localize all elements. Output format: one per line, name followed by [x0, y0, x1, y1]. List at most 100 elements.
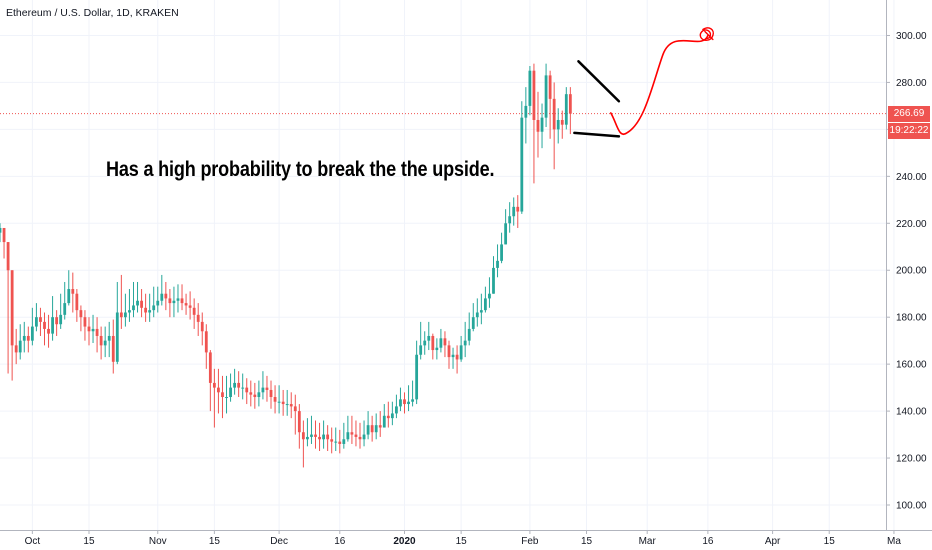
candle-body — [59, 314, 63, 325]
candle-body — [30, 326, 34, 341]
candle-body — [10, 270, 14, 346]
candle-body — [520, 117, 524, 212]
candle-body — [144, 307, 148, 313]
candle-body — [75, 293, 79, 311]
price-axis-label: 200.00 — [896, 266, 927, 277]
candle-body — [253, 394, 257, 398]
candle-body — [560, 119, 564, 125]
candle-body — [47, 328, 50, 334]
time-axis-label: 16 — [702, 536, 714, 547]
trendline-lower — [573, 131, 621, 138]
candle-body — [192, 307, 196, 315]
candle-body — [180, 298, 184, 304]
time-axis-label: Feb — [521, 536, 539, 547]
candle-body — [415, 354, 419, 400]
candle-body — [358, 436, 362, 440]
candle-body — [87, 326, 91, 332]
candle-body — [500, 244, 503, 261]
candle-body — [132, 305, 135, 311]
candle-body — [83, 317, 87, 327]
time-axis-label: Apr — [765, 536, 781, 547]
candle-body — [39, 317, 42, 322]
candle-body — [492, 267, 495, 294]
time-axis-label: Oct — [25, 536, 41, 547]
price-axis-label: 220.00 — [896, 219, 927, 230]
candle-body — [237, 382, 241, 388]
candle-body — [103, 340, 107, 346]
price-axis[interactable]: 100.00 120.00 140.00 160.00 180.00 200.00 220.… — [886, 31, 927, 512]
candle-body — [204, 331, 208, 353]
candle-body — [484, 298, 487, 311]
candle-body — [18, 340, 22, 353]
candle-body — [512, 206, 516, 217]
candle-body — [0, 227, 2, 233]
candle-body — [196, 314, 200, 322]
candle-body — [564, 94, 568, 125]
price-axis-label: 280.00 — [896, 78, 927, 89]
price-axis-label: 100.00 — [896, 501, 927, 512]
candle-body — [176, 298, 180, 301]
time-axis[interactable]: Oct 15 Nov 15 Dec 16 2020 15 Feb 15 Mar 16 Apr 15 Ma — [25, 530, 902, 547]
candle-body — [172, 300, 176, 304]
candle-body — [334, 441, 338, 443]
candle-body — [346, 432, 350, 440]
candle-body — [156, 300, 160, 306]
trendline-upper — [577, 60, 621, 103]
candle-body — [342, 439, 346, 444]
candle-body — [245, 387, 249, 393]
candle-body — [423, 340, 427, 346]
candle-body — [269, 389, 273, 398]
candle-body — [524, 105, 528, 118]
candle-body — [326, 434, 330, 440]
candle-body — [548, 75, 552, 99]
candle-body — [99, 335, 103, 346]
candle-body — [451, 354, 455, 358]
candle-body — [431, 335, 435, 351]
candle-body — [314, 434, 317, 437]
projection-arrow-path — [609, 34, 709, 136]
candle-body — [370, 425, 374, 433]
candle-body — [407, 401, 410, 405]
price-axis-label: 160.00 — [896, 360, 927, 371]
candle-body — [26, 335, 30, 341]
candle-body — [427, 335, 431, 341]
candle-body — [188, 305, 192, 308]
candle-body — [67, 289, 71, 304]
candle-body — [293, 406, 297, 412]
candle-body — [378, 425, 382, 428]
candle-body — [386, 415, 390, 419]
annotation-text[interactable]: Has a high probability to break the the … — [106, 158, 495, 181]
candle-body — [350, 432, 354, 435]
candle-body — [55, 317, 59, 325]
candle-body — [233, 382, 237, 388]
candle-body — [261, 387, 265, 393]
chart-grid — [0, 0, 895, 530]
candle-body — [322, 434, 325, 440]
drawing-layer[interactable] — [573, 27, 714, 138]
candle-body — [35, 317, 38, 327]
candlestick-series — [0, 63, 572, 468]
candle-body — [71, 289, 75, 294]
candle-body — [14, 345, 18, 353]
time-axis-label: Ma — [887, 536, 901, 547]
candle-body — [447, 345, 451, 358]
candle-body — [217, 387, 220, 393]
candle-body — [504, 223, 508, 245]
candle-body — [164, 293, 168, 299]
candle-body — [419, 345, 423, 355]
time-axis-label: 16 — [334, 536, 346, 547]
candle-body — [463, 340, 467, 346]
candle-body — [411, 399, 414, 402]
candle-body — [184, 303, 188, 306]
candle-body — [200, 321, 204, 332]
symbol-title: Ethereum / U.S. Dollar, 1D, KRAKEN — [6, 7, 179, 19]
candle-body — [443, 338, 447, 346]
candle-body — [479, 310, 483, 313]
candle-body — [225, 397, 228, 399]
candle-body — [79, 310, 83, 318]
candle-body — [277, 401, 281, 403]
candle-body — [556, 119, 560, 130]
time-axis-label: Mar — [639, 536, 657, 547]
candle-body — [354, 434, 358, 437]
